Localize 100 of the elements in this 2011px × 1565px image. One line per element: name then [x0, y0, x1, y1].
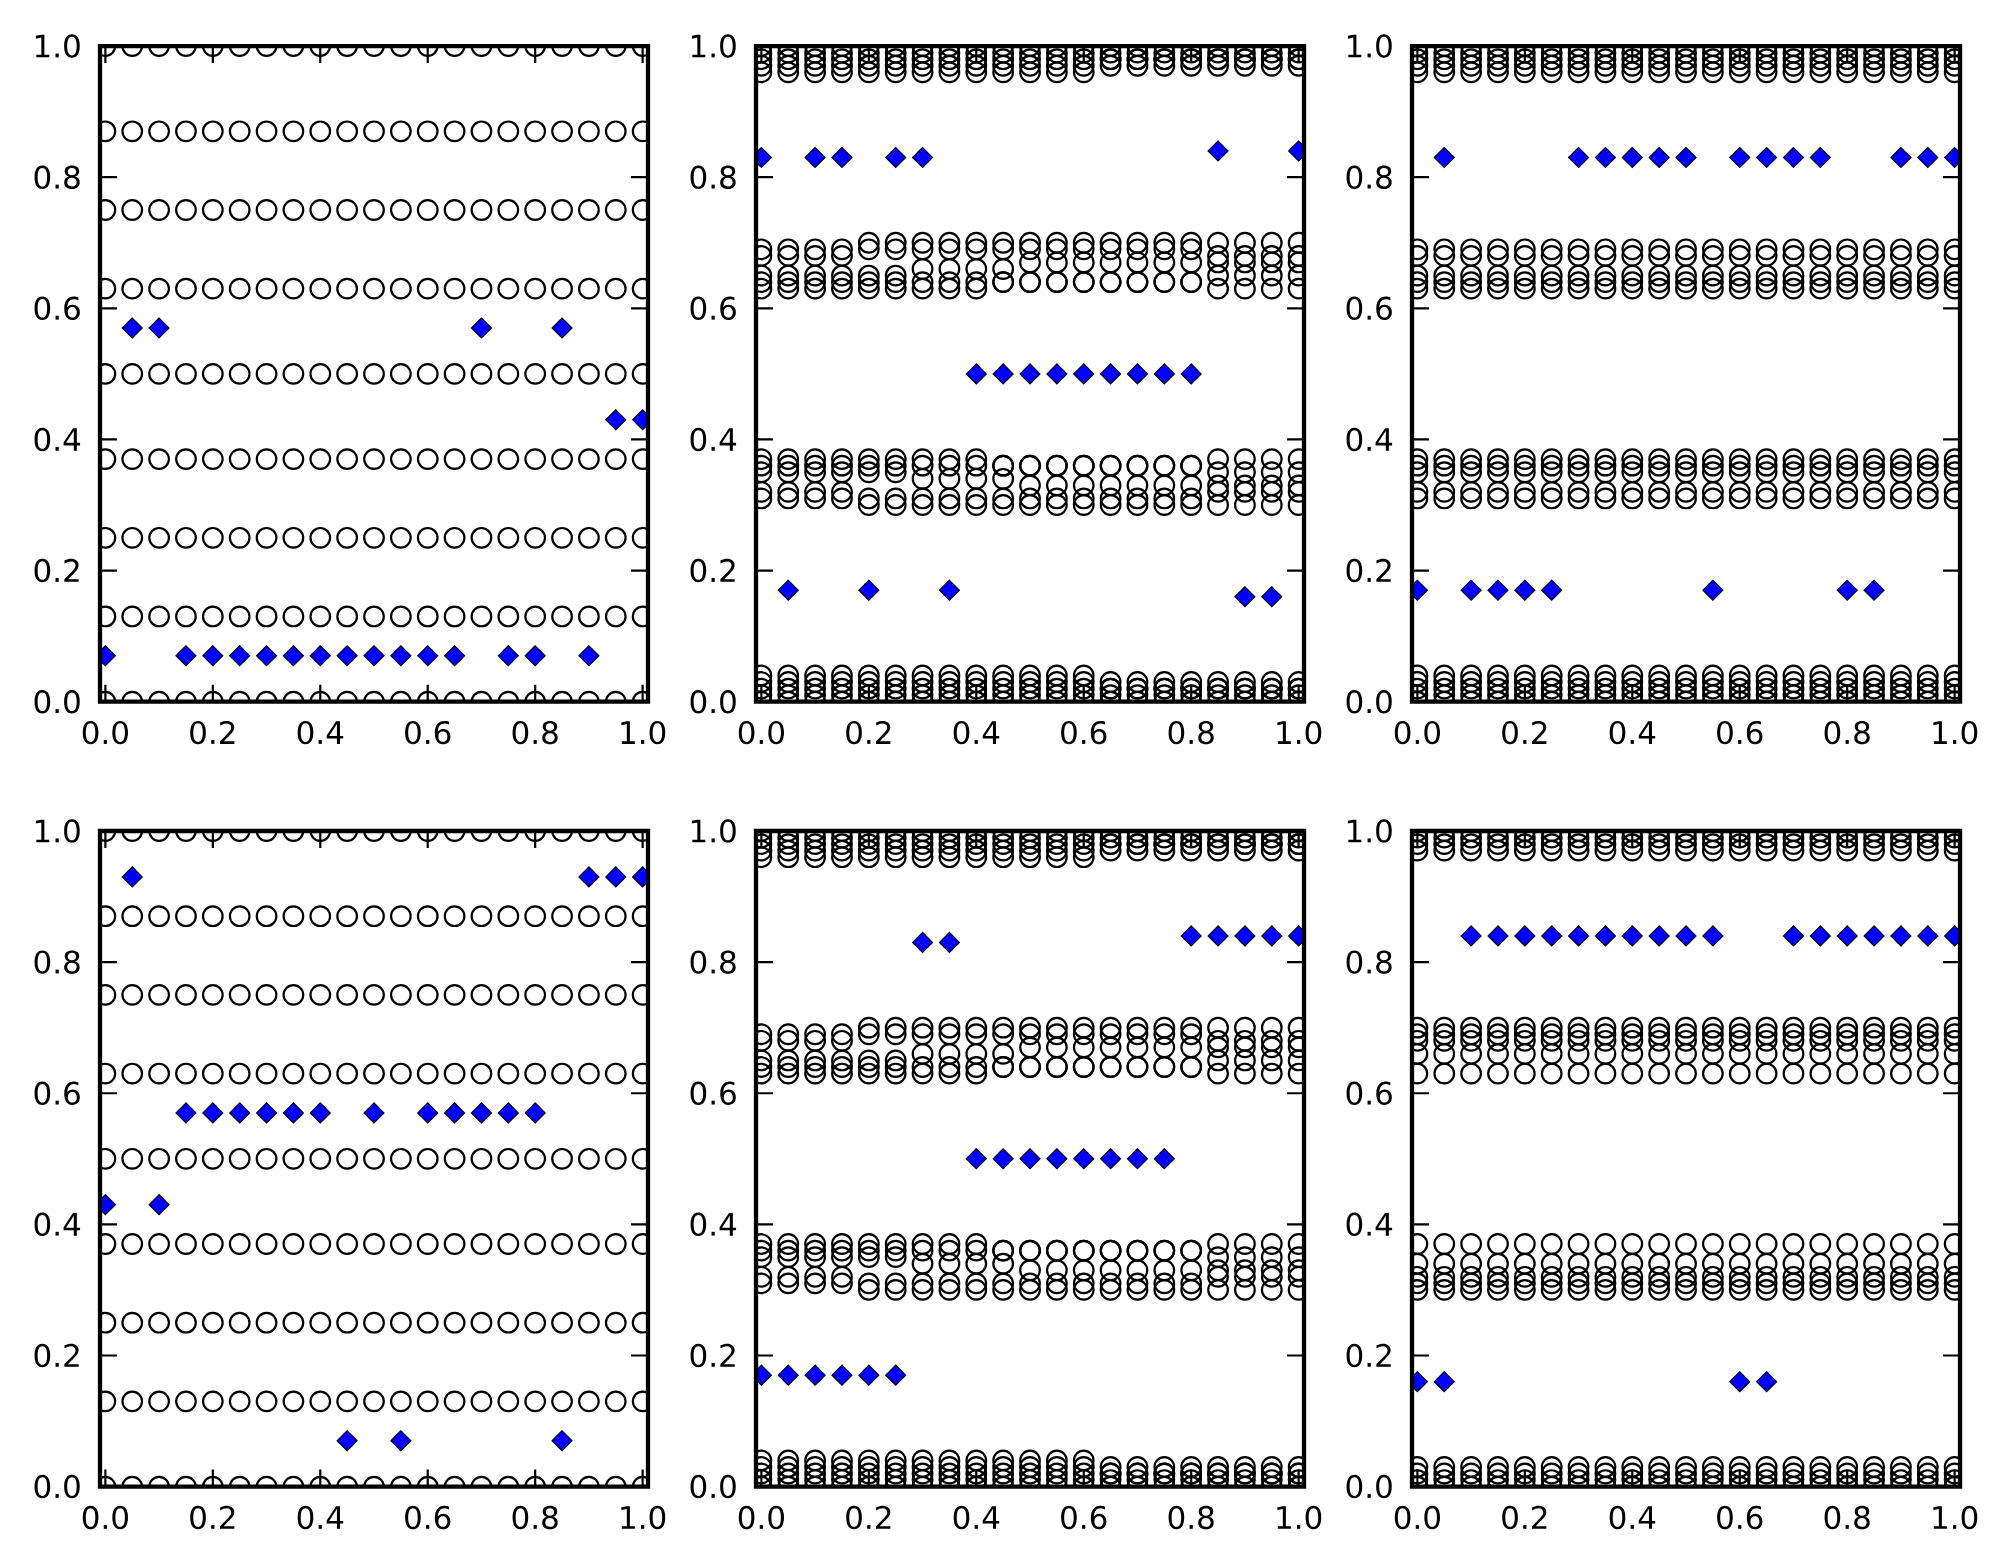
point [1675, 244, 1697, 267]
y-tick-label: 0.0 [1346, 689, 1392, 714]
point [228, 362, 251, 385]
point [1099, 494, 1122, 516]
point [1514, 925, 1536, 947]
point [911, 1016, 934, 1039]
y-tick-label: 0.2 [690, 558, 735, 583]
point [1728, 1456, 1751, 1478]
point [1019, 1016, 1041, 1039]
point [911, 448, 934, 471]
point [938, 677, 961, 700]
point [1728, 1029, 1751, 1052]
point [857, 48, 880, 71]
point [1019, 833, 1041, 855]
point [938, 1056, 961, 1078]
point [201, 277, 224, 300]
point [1126, 1279, 1149, 1301]
point [551, 199, 573, 221]
point [1890, 1265, 1912, 1288]
point [1621, 54, 1644, 77]
point [831, 1265, 853, 1288]
point [1755, 664, 1778, 687]
point [1072, 48, 1095, 71]
point [228, 1390, 251, 1413]
point [1019, 1023, 1041, 1046]
point [1809, 238, 1832, 261]
point [1234, 671, 1256, 693]
point [1890, 1023, 1912, 1046]
point [228, 1233, 251, 1255]
point [1260, 251, 1283, 274]
point [175, 1311, 197, 1334]
point [1916, 1062, 1939, 1085]
point [363, 1311, 385, 1334]
point [884, 448, 907, 471]
point [1433, 1279, 1456, 1301]
point [1460, 244, 1483, 267]
point [389, 526, 412, 549]
point [1460, 54, 1483, 77]
point [1126, 1148, 1149, 1170]
point [1916, 677, 1939, 700]
point [1260, 461, 1283, 484]
point [389, 605, 412, 628]
point [804, 1364, 826, 1386]
point [524, 526, 547, 549]
point [1045, 1259, 1068, 1282]
point [1541, 925, 1563, 947]
point [1594, 664, 1617, 687]
point [1045, 48, 1068, 71]
point [1072, 238, 1095, 261]
point [470, 120, 493, 143]
point [1433, 1043, 1456, 1065]
point [1916, 448, 1939, 471]
point [309, 1062, 332, 1085]
point [1890, 830, 1912, 849]
point [1234, 461, 1256, 484]
point [965, 846, 988, 869]
point [1701, 448, 1724, 471]
point [1207, 1279, 1229, 1301]
point [1917, 925, 1939, 947]
point [175, 362, 197, 385]
point [1701, 277, 1724, 300]
point [1863, 454, 1885, 477]
point [524, 1062, 547, 1085]
point [1648, 48, 1671, 71]
point [1433, 671, 1456, 693]
point [1433, 1023, 1456, 1046]
point [1487, 1043, 1509, 1065]
point [201, 448, 224, 471]
point [1809, 839, 1832, 862]
point [416, 605, 439, 628]
point [911, 664, 934, 687]
point [1648, 664, 1671, 687]
point [992, 258, 1015, 280]
point [1234, 925, 1256, 947]
point [1540, 671, 1563, 693]
point [804, 833, 827, 855]
y-tick-label: 0.2 [34, 558, 79, 583]
point [992, 1279, 1015, 1301]
point [1594, 461, 1617, 484]
point [1648, 1462, 1671, 1485]
point [1702, 925, 1724, 947]
point [1153, 231, 1176, 254]
point [1460, 664, 1483, 687]
point [443, 983, 466, 1006]
point [1755, 480, 1778, 503]
point [1487, 244, 1509, 267]
point [1728, 1233, 1751, 1255]
point [551, 1233, 573, 1255]
point [1916, 54, 1939, 77]
point [1513, 1016, 1536, 1039]
point [1487, 480, 1509, 503]
point [992, 1252, 1015, 1275]
point [1126, 1023, 1149, 1046]
point [965, 1056, 988, 1078]
point [1234, 1456, 1256, 1478]
point [1916, 1029, 1939, 1052]
point [1567, 664, 1590, 687]
point [578, 645, 600, 667]
point [1782, 1252, 1805, 1275]
point [1019, 1449, 1041, 1472]
